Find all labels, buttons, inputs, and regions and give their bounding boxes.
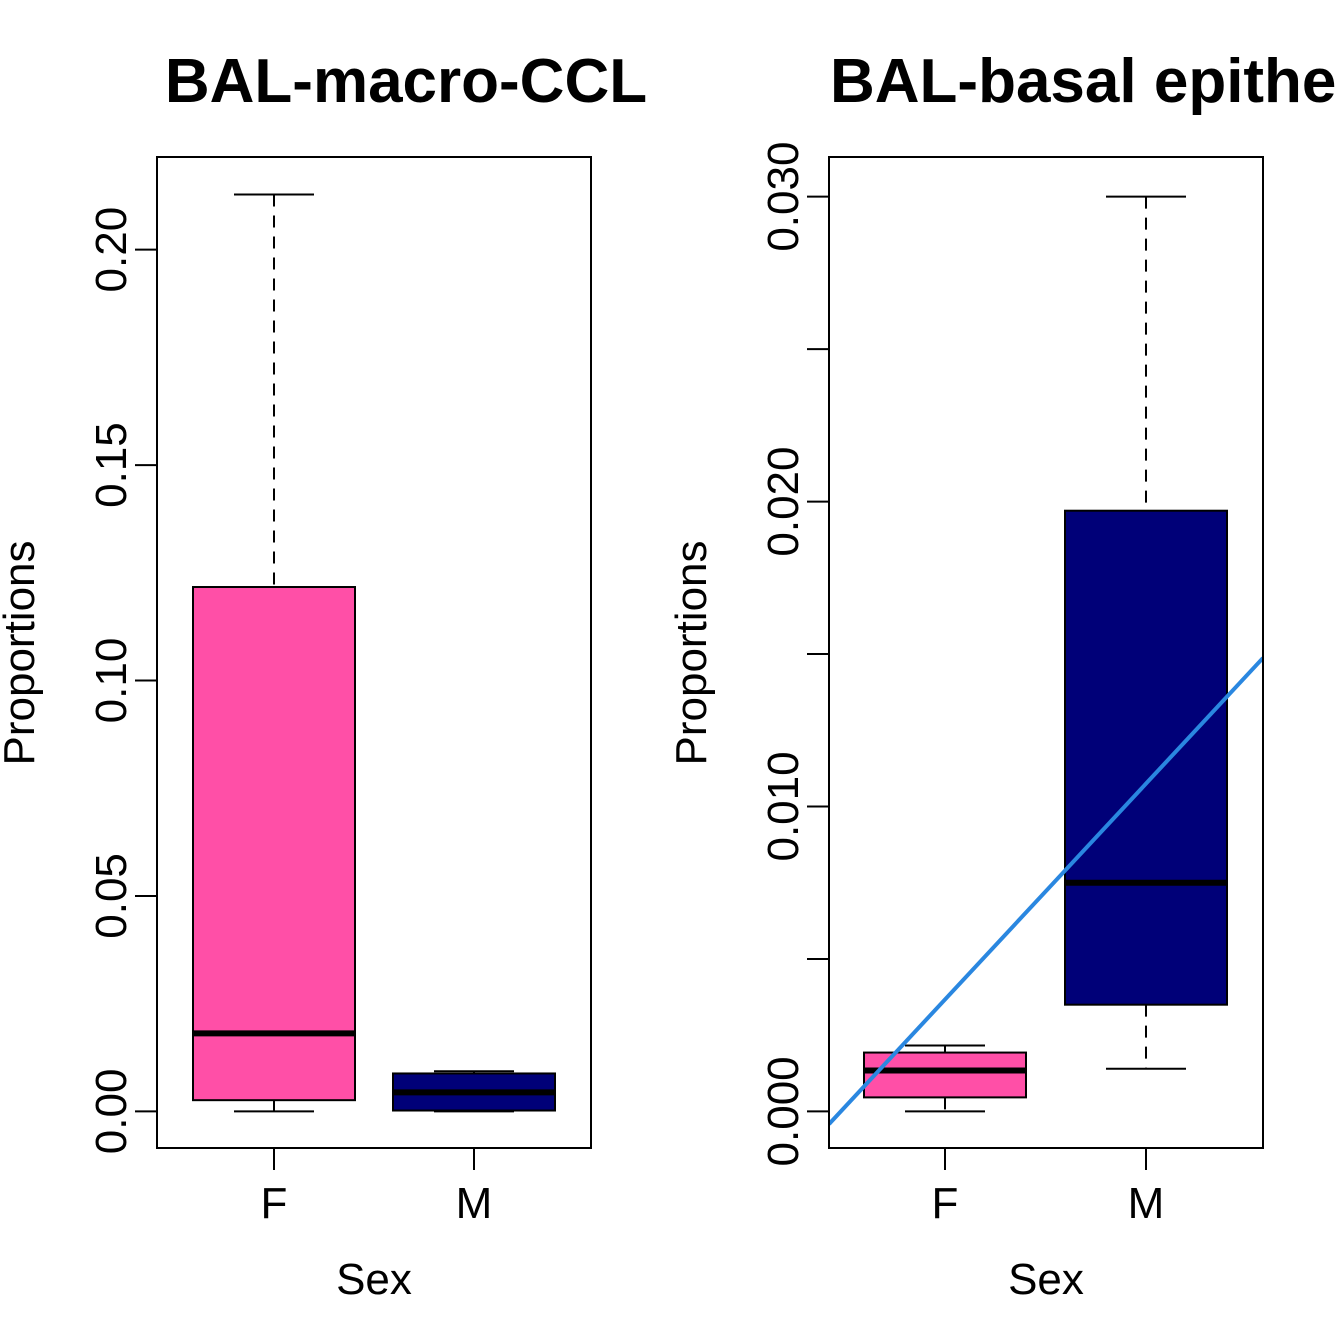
y-axis-label: Proportions: [667, 540, 716, 765]
y-axis-label: Proportions: [0, 540, 44, 765]
x-tick-label: F: [261, 1179, 288, 1228]
trend-line: [829, 656, 1263, 1126]
box-rect: [1064, 509, 1228, 1006]
y-tick-label: 0.00: [87, 1069, 136, 1155]
box-f: [192, 193, 356, 1113]
x-tick-label: M: [456, 1179, 493, 1228]
y-tick-label: 0.010: [759, 751, 808, 861]
chart-title: BAL-basal epithe: [830, 47, 1336, 116]
chart-title: BAL-macro-CCL: [165, 47, 647, 116]
panel-bal-macro-ccl: BAL-macro-CCL Sex Proportions 0.00 0.05 0.…: [0, 47, 647, 1304]
y-tick-label: 0.20: [87, 207, 136, 293]
box-m: [392, 1070, 556, 1113]
plot-frame: [156, 156, 592, 1149]
box-f: [863, 1044, 1027, 1113]
y-tick-label: 0.15: [87, 422, 136, 508]
plot-frame: [828, 156, 1264, 1149]
x-tick-label: F: [932, 1179, 959, 1228]
y-tick-label: 0.020: [759, 447, 808, 557]
x-axis-label: Sex: [1008, 1255, 1084, 1304]
box-rect: [192, 586, 356, 1102]
x-tick-label: M: [1128, 1179, 1165, 1228]
y-tick-label: 0.05: [87, 853, 136, 939]
y-tick-label: 0.030: [759, 142, 808, 252]
y-tick-label: 0.000: [759, 1056, 808, 1166]
x-axis-label: Sex: [336, 1255, 412, 1304]
box-m: [1064, 195, 1228, 1070]
panel-bal-basal-epithe: BAL-basal epithe Sex Proportions 0.000 0.…: [667, 47, 1336, 1304]
y-tick-label: 0.10: [87, 638, 136, 724]
